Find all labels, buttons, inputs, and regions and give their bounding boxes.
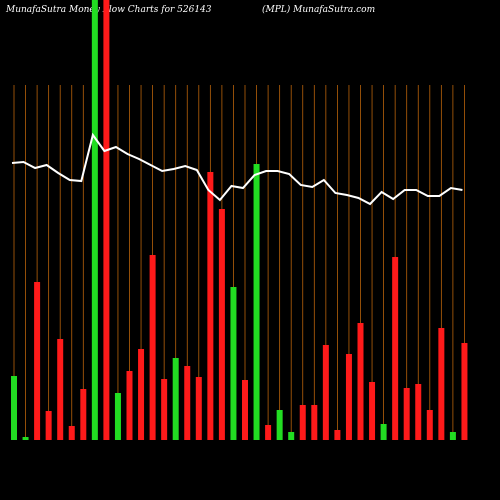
bar (57, 339, 64, 440)
bar (126, 371, 133, 440)
bar (184, 366, 191, 440)
bar (230, 287, 237, 440)
bar (253, 164, 260, 440)
bar (68, 426, 75, 440)
bar (242, 380, 248, 440)
bar (322, 345, 329, 440)
chart-subtitle: (MPL) MunafaSutra.com (262, 4, 375, 15)
bar (34, 282, 41, 440)
price-line (11, 132, 463, 206)
bar (461, 343, 468, 440)
bar (288, 432, 295, 440)
bar (299, 405, 306, 440)
bar (45, 411, 52, 440)
bar (403, 388, 410, 440)
bar (357, 323, 364, 440)
bar (172, 358, 179, 440)
bar (22, 437, 29, 440)
bar (80, 389, 87, 440)
bar (449, 432, 456, 440)
bar (114, 393, 121, 440)
bar (426, 410, 433, 440)
bar (334, 430, 341, 440)
bar (265, 425, 272, 440)
bar (276, 410, 283, 440)
bar (311, 405, 318, 440)
bar (380, 424, 387, 440)
bar (11, 376, 17, 440)
bar (149, 255, 156, 440)
bar (103, 0, 110, 440)
bar (415, 384, 422, 440)
bar (91, 0, 98, 440)
bar (138, 349, 145, 440)
bar (438, 328, 445, 440)
bar (345, 354, 352, 440)
bar (392, 257, 399, 440)
bar (369, 382, 376, 440)
bar (195, 377, 202, 440)
bar (218, 209, 225, 440)
bar (207, 172, 214, 440)
bar (161, 379, 168, 440)
